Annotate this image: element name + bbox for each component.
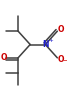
Text: O: O: [58, 25, 64, 34]
Text: O: O: [58, 55, 64, 64]
Text: O: O: [0, 53, 7, 62]
Text: N: N: [42, 40, 49, 49]
Text: +: +: [48, 38, 53, 43]
Text: −: −: [63, 57, 67, 62]
